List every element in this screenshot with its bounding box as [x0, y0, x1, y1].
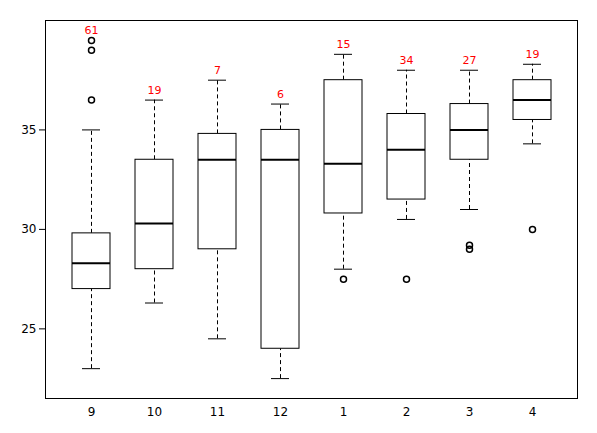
- svg-text:7: 7: [214, 64, 221, 77]
- svg-text:35: 35: [21, 123, 36, 137]
- svg-text:9: 9: [88, 405, 96, 419]
- svg-text:27: 27: [463, 54, 477, 67]
- svg-text:15: 15: [337, 38, 351, 51]
- svg-text:4: 4: [529, 405, 537, 419]
- svg-text:2: 2: [403, 405, 411, 419]
- svg-text:10: 10: [147, 405, 162, 419]
- svg-text:11: 11: [210, 405, 225, 419]
- svg-text:25: 25: [21, 322, 36, 336]
- svg-text:3: 3: [466, 405, 474, 419]
- svg-text:34: 34: [400, 54, 414, 67]
- svg-text:6: 6: [277, 88, 284, 101]
- svg-text:12: 12: [273, 405, 288, 419]
- svg-text:19: 19: [526, 48, 540, 61]
- svg-text:30: 30: [21, 222, 36, 236]
- svg-text:61: 61: [85, 24, 99, 37]
- svg-text:19: 19: [148, 84, 162, 97]
- svg-text:1: 1: [340, 405, 348, 419]
